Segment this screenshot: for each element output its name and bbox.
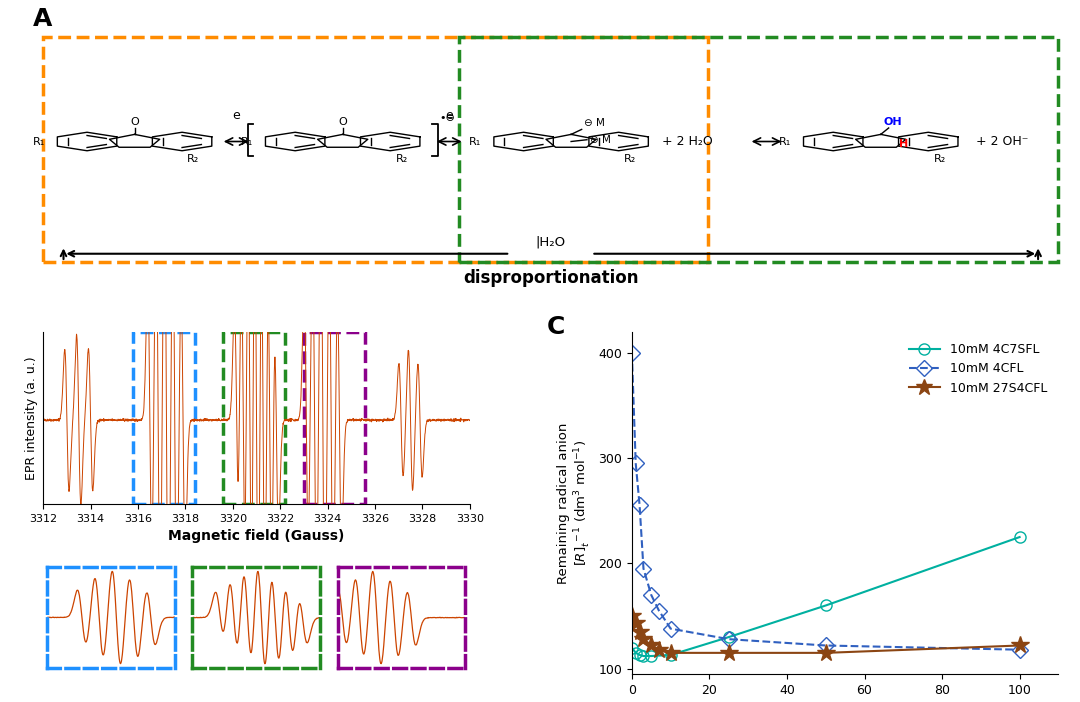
Bar	[224, 332, 285, 504]
10mM 4CFL	[664, 625, 677, 633]
Text: |H₂O: |H₂O	[536, 235, 566, 249]
Text: O: O	[338, 117, 347, 127]
10mM 4CFL	[652, 607, 665, 615]
10mM 27S4CFL	[820, 649, 833, 657]
10mM 27S4CFL	[723, 649, 735, 657]
10mM 27S4CFL	[664, 649, 677, 657]
Text: + 2 OH⁻: + 2 OH⁻	[976, 135, 1029, 148]
10mM 27S4CFL	[645, 642, 658, 650]
10mM 4C7SFL	[630, 649, 643, 657]
10mM 27S4CFL	[625, 612, 638, 621]
10mM 4CFL	[637, 564, 650, 573]
10mM 4CFL	[630, 459, 643, 468]
10mM 27S4CFL	[630, 619, 643, 628]
Text: R₁: R₁	[779, 136, 791, 147]
Y-axis label: Remaining radical anion
$[R]_t^{\ -1}\ \mathrm{(dm^3\ mol^{-1})}$: Remaining radical anion $[R]_t^{\ -1}\ \…	[557, 422, 593, 583]
Line: 10mM 4C7SFL: 10mM 4C7SFL	[626, 531, 1025, 661]
Text: ⊖ M: ⊖ M	[590, 135, 610, 145]
X-axis label: Magnetic field (Gauss): Magnetic field (Gauss)	[168, 529, 345, 543]
Text: ⊖ M: ⊖ M	[584, 118, 605, 128]
10mM 4CFL	[633, 501, 646, 510]
10mM 4CFL	[1013, 646, 1026, 654]
Text: R₂: R₂	[933, 154, 946, 164]
Text: R₂: R₂	[187, 154, 200, 164]
Text: A: A	[33, 8, 53, 32]
Text: + 2 H₂O: + 2 H₂O	[662, 135, 713, 148]
10mM 4CFL	[723, 635, 735, 644]
Line: 10mM 27S4CFL: 10mM 27S4CFL	[623, 607, 1028, 662]
Text: disproportionation: disproportionation	[463, 269, 638, 286]
Text: e: e	[232, 110, 240, 122]
Text: R₁: R₁	[469, 136, 482, 147]
Legend: 10mM 4C7SFL, 10mM 4CFL, 10mM 27S4CFL: 10mM 4C7SFL, 10mM 4CFL, 10mM 27S4CFL	[904, 338, 1052, 399]
10mM 4C7SFL	[625, 644, 638, 652]
Text: H: H	[900, 138, 908, 149]
10mM 4C7SFL	[820, 602, 833, 610]
10mM 4CFL	[625, 349, 638, 357]
Text: e: e	[445, 110, 454, 122]
10mM 27S4CFL	[652, 646, 665, 654]
Text: R₂: R₂	[624, 154, 636, 164]
Text: R₂: R₂	[395, 154, 408, 164]
10mM 27S4CFL	[633, 628, 646, 636]
10mM 4CFL	[645, 591, 658, 600]
10mM 4C7SFL	[637, 652, 650, 661]
Bar	[133, 332, 194, 504]
10mM 4CFL	[820, 642, 833, 650]
Text: C: C	[546, 314, 565, 338]
Text: R₁: R₁	[241, 136, 253, 147]
Text: O: O	[131, 117, 139, 127]
Text: •⊖: •⊖	[440, 113, 455, 123]
10mM 4C7SFL	[1013, 533, 1026, 541]
10mM 4C7SFL	[664, 651, 677, 659]
Y-axis label: EPR intensity (a. u.): EPR intensity (a. u.)	[25, 356, 38, 479]
Text: OH: OH	[883, 117, 902, 126]
10mM 27S4CFL	[637, 635, 650, 644]
Text: R₁: R₁	[32, 136, 45, 147]
10mM 27S4CFL	[1013, 642, 1026, 650]
10mM 4C7SFL	[645, 652, 658, 661]
10mM 4C7SFL	[633, 651, 646, 659]
Line: 10mM 4CFL: 10mM 4CFL	[626, 347, 1025, 655]
Bar	[303, 332, 365, 504]
10mM 4C7SFL	[723, 633, 735, 642]
